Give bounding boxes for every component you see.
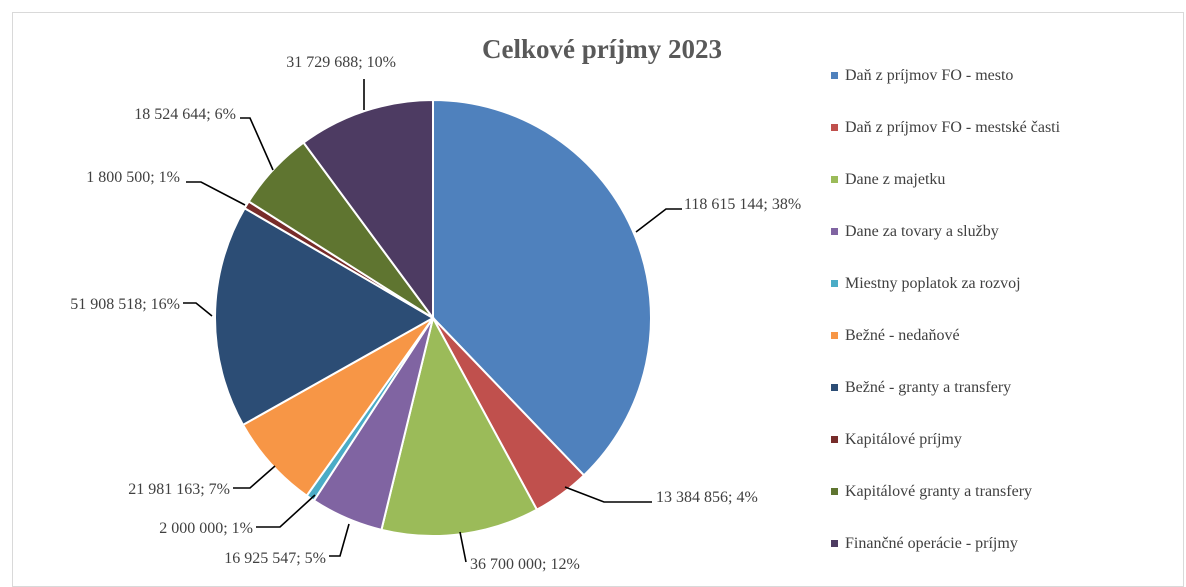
leader-line bbox=[240, 117, 274, 171]
pie-slice bbox=[432, 98, 652, 477]
legend-entry: Dane za tovary a služby bbox=[845, 223, 999, 240]
legend-swatch bbox=[831, 436, 838, 443]
data-label: 21 981 163; 7% bbox=[128, 481, 230, 498]
legend-entry: Daň z príjmov FO - mestské časti bbox=[845, 119, 1061, 136]
leader-line bbox=[329, 523, 350, 557]
data-label: 18 524 644; 6% bbox=[134, 106, 236, 123]
legend-entry: Kapitálové granty a transfery bbox=[845, 483, 1032, 500]
data-label: 36 700 000; 12% bbox=[470, 556, 580, 573]
data-label: 118 615 144; 38% bbox=[684, 196, 801, 213]
legend-entry: Finančné operácie - príjmy bbox=[845, 535, 1018, 552]
legend-entry: Dane z majetku bbox=[845, 171, 945, 188]
legend-entry: Bežné - nedaňové bbox=[845, 327, 960, 344]
leader-line bbox=[233, 465, 276, 489]
data-label: 16 925 547; 5% bbox=[224, 550, 326, 567]
legend-swatch bbox=[831, 72, 838, 79]
pie-slice bbox=[214, 206, 436, 427]
legend-entry: Bežné - granty a transfery bbox=[845, 379, 1011, 396]
leader-line bbox=[459, 531, 467, 563]
legend-swatch bbox=[831, 124, 838, 131]
leader-line bbox=[183, 302, 213, 317]
data-label: 13 384 856; 4% bbox=[656, 489, 758, 506]
leader-line bbox=[186, 181, 246, 206]
legend-swatch bbox=[831, 384, 838, 391]
leader-line bbox=[564, 486, 652, 503]
data-label: 1 800 500; 1% bbox=[86, 169, 180, 186]
legend-entry: Kapitálové príjmy bbox=[845, 431, 962, 448]
legend-entry: Daň z príjmov FO - mesto bbox=[845, 67, 1013, 84]
legend-swatch bbox=[831, 332, 838, 339]
legend-swatch bbox=[831, 488, 838, 495]
legend-swatch bbox=[831, 228, 838, 235]
data-label: 31 729 688; 10% bbox=[286, 54, 396, 71]
data-label: 2 000 000; 1% bbox=[159, 520, 253, 537]
data-label: 51 908 518; 16% bbox=[70, 296, 180, 313]
legend-swatch bbox=[831, 176, 838, 183]
leader-line bbox=[635, 208, 682, 233]
legend-swatch bbox=[831, 280, 838, 287]
legend-entry: Miestny poplatok za rozvoj bbox=[845, 275, 1021, 292]
chart-title: Celkové príjmy 2023 bbox=[482, 34, 722, 64]
leader-line bbox=[256, 494, 316, 528]
legend-swatch bbox=[831, 540, 838, 547]
pie-slice bbox=[302, 98, 434, 322]
